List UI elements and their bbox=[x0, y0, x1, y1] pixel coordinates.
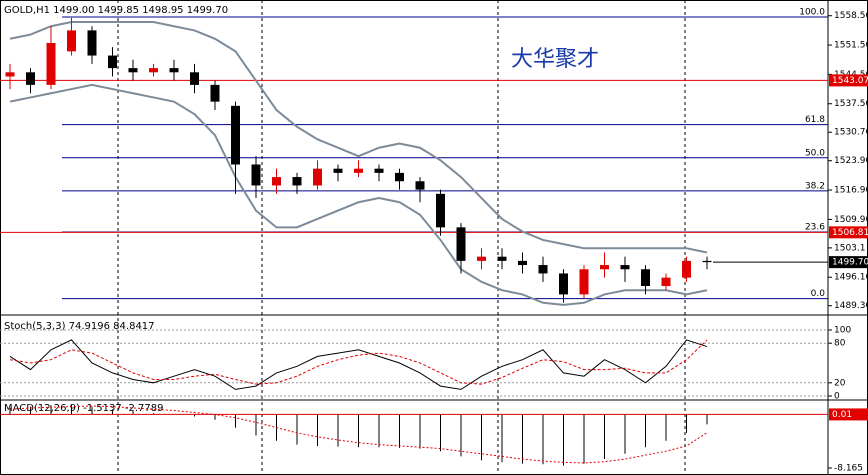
candle-body bbox=[231, 105, 240, 165]
candle-body bbox=[559, 273, 568, 295]
candle-body bbox=[538, 265, 548, 274]
signal-line bbox=[9, 405, 708, 464]
candle-body bbox=[128, 68, 138, 73]
candle-body bbox=[579, 269, 589, 295]
candle-body bbox=[477, 256, 486, 261]
price-label-box bbox=[829, 74, 868, 87]
candle-body bbox=[313, 168, 322, 186]
candle-body bbox=[5, 72, 15, 77]
period-separators bbox=[117, 0, 686, 475]
y-tick-label: 1509.90 bbox=[834, 215, 868, 225]
candle-body bbox=[87, 30, 97, 56]
candle-body bbox=[46, 42, 56, 85]
candle-body bbox=[67, 30, 76, 52]
stoch-line bbox=[9, 339, 708, 385]
y-tick-label: -8.165 bbox=[834, 464, 863, 474]
price-label-box bbox=[829, 226, 868, 239]
candle-body bbox=[149, 68, 158, 73]
fib-label: 100.0 bbox=[799, 7, 825, 17]
marker-box bbox=[829, 408, 868, 421]
candle-body bbox=[682, 260, 691, 278]
band-line bbox=[9, 83, 708, 306]
y-tick-label: 1551.50 bbox=[834, 41, 868, 51]
candle-body bbox=[190, 72, 199, 85]
marker-label: 0.01 bbox=[832, 410, 852, 420]
y-tick-label: 1489.30 bbox=[834, 301, 868, 311]
fib-label: 0.0 bbox=[811, 289, 826, 299]
candle-body bbox=[641, 269, 650, 287]
candle-body bbox=[272, 177, 281, 186]
y-tick-label: 0 bbox=[834, 392, 840, 402]
stoch-line bbox=[9, 339, 708, 390]
candle-body bbox=[661, 277, 671, 287]
y-tick-label: 1496.10 bbox=[834, 273, 868, 283]
watermark: 大华聚才 bbox=[511, 47, 599, 72]
y-tick-label: 100 bbox=[834, 326, 851, 336]
candle-body bbox=[169, 68, 179, 73]
y-tick-label: 1503.1 bbox=[834, 243, 866, 253]
candle-body bbox=[251, 164, 261, 186]
candle-body bbox=[600, 265, 609, 270]
last-price-label: 1499.70 bbox=[832, 258, 868, 268]
stoch-title: Stoch(5,3,3) 74.9196 84.8417 bbox=[4, 321, 155, 332]
candle-body bbox=[436, 193, 445, 228]
fib-label: 23.6 bbox=[805, 222, 825, 232]
fib-label: 38.2 bbox=[805, 181, 825, 191]
y-tick-label: 80 bbox=[834, 339, 846, 349]
fib-label: 61.8 bbox=[805, 115, 825, 125]
band-line bbox=[9, 21, 708, 254]
candle-body bbox=[108, 55, 117, 69]
candle-body bbox=[333, 168, 343, 173]
candle-body bbox=[415, 181, 425, 190]
candle-body bbox=[26, 72, 35, 85]
last-price-box bbox=[829, 256, 868, 269]
chart-title: GOLD,H1 1499.00 1499.85 1498.95 1499.70 bbox=[4, 5, 228, 16]
candle-body bbox=[497, 256, 507, 261]
candle-body bbox=[702, 260, 712, 263]
price-label: 1506.81 bbox=[832, 228, 868, 238]
y-tick-label: 20 bbox=[834, 378, 846, 388]
macd-title: MACD(12,26,9) -1.5137 -2.7789 bbox=[4, 403, 164, 414]
y-tick-label: 1537.50 bbox=[834, 99, 868, 109]
candle-body bbox=[354, 168, 363, 173]
price-label: 1543.07 bbox=[832, 76, 868, 86]
y-tick-label: 1530.70 bbox=[834, 128, 868, 138]
candle-body bbox=[374, 168, 384, 173]
fib-label: 50.0 bbox=[805, 148, 825, 158]
y-tick-label: 1516.90 bbox=[834, 186, 868, 196]
candle-body bbox=[292, 177, 302, 186]
y-tick-label: 1523.90 bbox=[834, 156, 868, 166]
candle-body bbox=[210, 84, 220, 102]
y-tick-label: 1558.50 bbox=[834, 11, 868, 21]
candle-body bbox=[518, 260, 527, 266]
candle-body bbox=[620, 265, 630, 270]
candle-body bbox=[456, 227, 466, 261]
candle-body bbox=[395, 172, 404, 182]
